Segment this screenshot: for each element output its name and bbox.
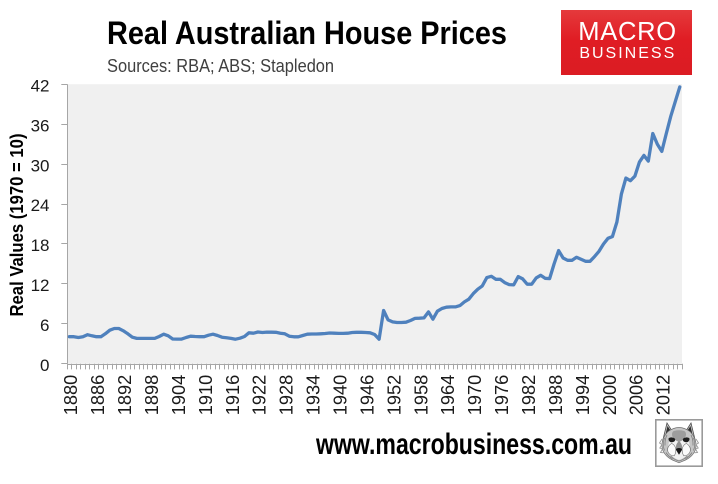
svg-text:2012: 2012 xyxy=(653,375,674,416)
svg-text:36: 36 xyxy=(31,116,50,135)
svg-text:42: 42 xyxy=(31,76,50,95)
svg-text:Real Values (1970 = 10): Real Values (1970 = 10) xyxy=(6,134,27,317)
svg-text:18: 18 xyxy=(31,236,50,255)
svg-text:30: 30 xyxy=(31,156,50,175)
svg-text:1940: 1940 xyxy=(330,375,351,416)
svg-text:1928: 1928 xyxy=(276,375,297,416)
svg-text:24: 24 xyxy=(31,196,50,215)
svg-text:12: 12 xyxy=(31,276,50,295)
svg-text:1964: 1964 xyxy=(437,375,458,416)
svg-text:1898: 1898 xyxy=(141,375,162,416)
svg-text:1958: 1958 xyxy=(410,375,431,416)
svg-text:1982: 1982 xyxy=(518,375,539,416)
svg-text:1952: 1952 xyxy=(383,375,404,416)
svg-text:1916: 1916 xyxy=(222,375,243,416)
svg-text:6: 6 xyxy=(40,316,49,335)
svg-text:1976: 1976 xyxy=(491,375,512,416)
svg-text:1904: 1904 xyxy=(168,375,189,416)
svg-text:1970: 1970 xyxy=(464,375,485,416)
svg-text:2000: 2000 xyxy=(599,375,620,416)
svg-text:1880: 1880 xyxy=(60,375,81,416)
svg-text:1988: 1988 xyxy=(545,375,566,416)
svg-text:1934: 1934 xyxy=(303,375,324,416)
svg-text:1946: 1946 xyxy=(356,375,377,416)
svg-text:2006: 2006 xyxy=(626,375,647,416)
svg-text:1994: 1994 xyxy=(572,375,593,416)
svg-text:0: 0 xyxy=(40,356,49,375)
svg-text:1910: 1910 xyxy=(195,375,216,416)
svg-text:1892: 1892 xyxy=(114,375,135,416)
svg-text:1922: 1922 xyxy=(249,375,270,416)
svg-text:1886: 1886 xyxy=(87,375,108,416)
